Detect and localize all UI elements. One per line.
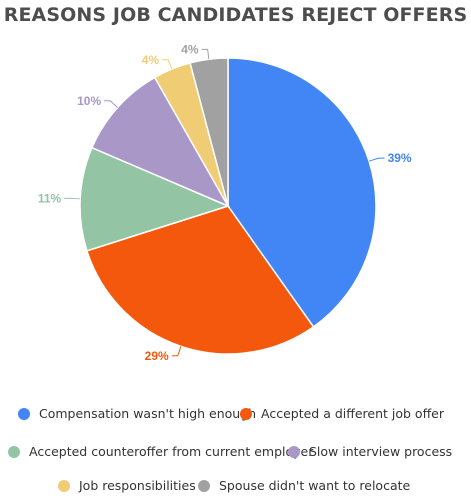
legend-label: Job responsibilities — [79, 478, 196, 493]
legend-item-slow-interview: Slow interview process — [288, 444, 452, 459]
data-label-counteroffer: 11% — [38, 191, 62, 205]
pie-slice-counteroffer — [79, 146, 231, 252]
leader-line-slow-interview — [104, 100, 118, 108]
leader-line-compensation — [368, 157, 385, 162]
leader-line-spouse-relocate — [201, 48, 210, 60]
legend-label: Accepted counteroffer from current emplo… — [29, 444, 314, 459]
data-label-spouse-relocate: 4% — [181, 42, 199, 56]
legend-label: Accepted a different job offer — [261, 406, 445, 421]
legend-item-compensation: Compensation wasn't high enough — [18, 406, 256, 421]
legend-swatch — [18, 407, 30, 420]
pie-slice-compensation — [227, 57, 377, 328]
legend-swatch — [240, 407, 252, 420]
legend-item-spouse-relocate: Spouse didn't want to relocate — [198, 478, 410, 493]
data-label-job-responsibilities: 4% — [142, 53, 160, 67]
data-label-compensation: 39% — [388, 151, 412, 165]
legend-swatch — [198, 479, 210, 492]
legend-item-job-responsibilities: Job responsibilities — [58, 478, 196, 493]
data-label-slow-interview: 10% — [77, 94, 101, 108]
pie-chart: 39% 29% 11% 10% 4% 4% — [38, 42, 412, 363]
legend-swatch — [8, 445, 20, 458]
legend-label: Spouse didn't want to relocate — [219, 478, 411, 493]
legend-item-different-offer: Accepted a different job offer — [240, 406, 444, 421]
leader-line-different-offer — [171, 346, 182, 357]
legend-swatch — [58, 479, 70, 492]
pie-slice-spouse-relocate — [189, 57, 229, 207]
legend-item-counteroffer: Accepted counteroffer from current emplo… — [8, 444, 313, 459]
data-label-different-offer: 29% — [145, 349, 169, 363]
leader-line-job-responsibilities — [162, 59, 173, 70]
legend-label: Slow interview process — [309, 444, 453, 459]
legend-swatch — [288, 445, 300, 458]
legend-label: Compensation wasn't high enough — [39, 406, 257, 421]
pie-slice-different-offer — [86, 205, 315, 355]
chart-title: REASONS JOB CANDIDATES REJECT OFFERS — [3, 4, 468, 26]
